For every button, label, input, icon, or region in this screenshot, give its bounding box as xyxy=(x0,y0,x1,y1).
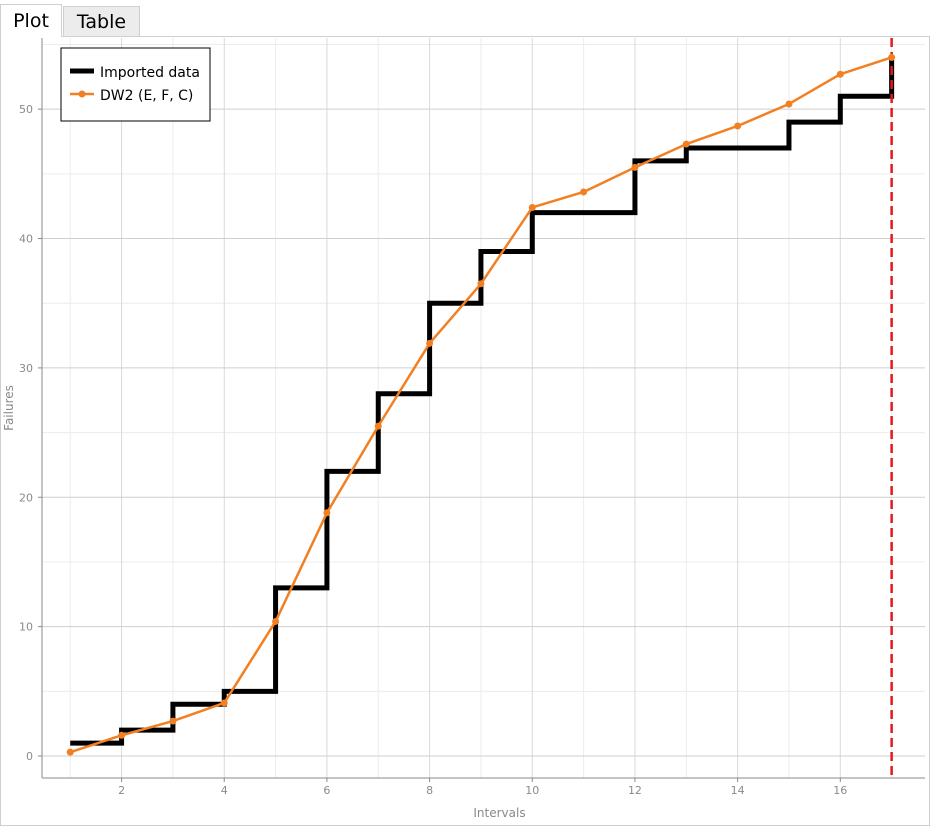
x-axis-title: Intervals xyxy=(473,806,525,820)
y-tick-label: 40 xyxy=(19,233,33,246)
series-dw2-point xyxy=(220,699,228,707)
series-dw2-point xyxy=(528,203,536,211)
series-dw2-point xyxy=(734,122,742,130)
legend-box xyxy=(60,47,211,122)
series-dw2-point xyxy=(580,188,588,196)
series-dw2-point xyxy=(118,731,126,739)
x-tick-label: 14 xyxy=(731,784,745,797)
y-tick-label: 0 xyxy=(26,750,33,763)
tab-bar: Plot Table xyxy=(0,0,935,37)
series-dw2-point xyxy=(477,280,485,288)
x-tick-label: 16 xyxy=(833,784,847,797)
series-dw2-point xyxy=(426,339,434,347)
tab-table[interactable]: Table xyxy=(63,6,140,36)
x-tick-label: 4 xyxy=(221,784,228,797)
legend-label-imported-data: Imported data xyxy=(100,65,200,81)
tab-plot[interactable]: Plot xyxy=(0,4,62,37)
x-tick-label: 10 xyxy=(525,784,539,797)
series-dw2-point xyxy=(888,53,896,61)
x-tick-label: 2 xyxy=(118,784,125,797)
series-dw2-point xyxy=(272,617,280,625)
legend-marker-dw2 xyxy=(78,90,86,98)
x-tick-label: 6 xyxy=(323,784,330,797)
series-dw2-point xyxy=(682,140,690,148)
series-dw2-point xyxy=(374,422,382,430)
y-axis-title: Failures xyxy=(2,385,16,431)
x-tick-label: 8 xyxy=(426,784,433,797)
series-dw2-point xyxy=(323,509,331,517)
x-tick-label: 12 xyxy=(628,784,642,797)
plot-panel xyxy=(0,36,930,826)
series-dw2-point xyxy=(836,70,844,78)
y-tick-label: 10 xyxy=(19,621,33,634)
series-dw2-point xyxy=(66,748,74,756)
y-tick-label: 30 xyxy=(19,362,33,375)
series-dw2-point xyxy=(631,163,639,171)
y-tick-label: 20 xyxy=(19,491,33,504)
legend-label-dw2: DW2 (E, F, C) xyxy=(100,88,193,104)
y-tick-label: 50 xyxy=(19,103,33,116)
series-dw2-point xyxy=(785,100,793,108)
series-dw2-point xyxy=(169,717,177,725)
